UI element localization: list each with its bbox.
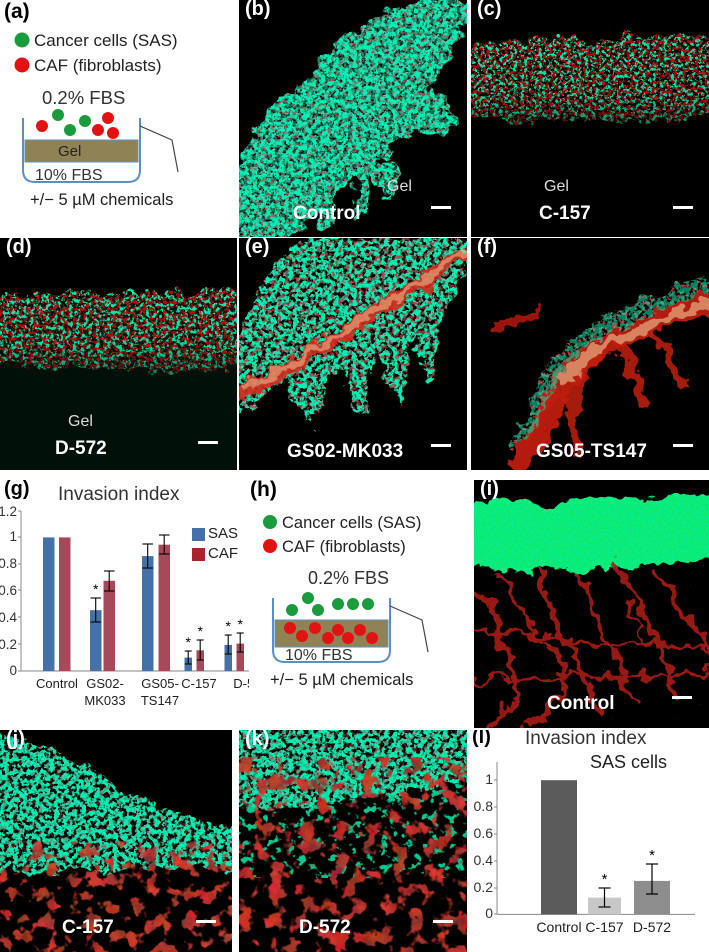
svg-text:Control: Control <box>536 919 581 935</box>
svg-text:+/− 5 µM chemicals: +/− 5 µM chemicals <box>270 671 413 689</box>
svg-text:0.2% FBS: 0.2% FBS <box>42 87 125 108</box>
svg-text:0.6: 0.6 <box>474 825 494 841</box>
svg-text:D-572: D-572 <box>633 919 671 935</box>
svg-text:1: 1 <box>9 529 17 544</box>
svg-text:1.2: 1.2 <box>0 504 17 519</box>
svg-text:*: * <box>237 616 243 632</box>
svg-text:*: * <box>225 618 231 634</box>
svg-text:Gel: Gel <box>58 143 81 160</box>
svg-text:CAF (fibroblasts): CAF (fibroblasts) <box>282 538 406 556</box>
svg-text:Cancer cells (SAS): Cancer cells (SAS) <box>34 31 178 50</box>
svg-text:TS147: TS147 <box>141 693 179 708</box>
svg-text:CAF (fibroblasts): CAF (fibroblasts) <box>34 56 162 75</box>
svg-text:*: * <box>602 871 608 888</box>
svg-text:0.2% FBS: 0.2% FBS <box>308 568 389 588</box>
svg-text:1: 1 <box>485 771 493 787</box>
svg-text:10% FBS: 10% FBS <box>285 647 353 664</box>
svg-text:Control: Control <box>36 676 78 691</box>
svg-text:0.8: 0.8 <box>0 556 17 571</box>
svg-text:0.4: 0.4 <box>0 610 17 625</box>
svg-text:*: * <box>185 634 191 650</box>
svg-text:C-157: C-157 <box>181 676 216 691</box>
svg-text:D-572: D-572 <box>233 676 249 691</box>
svg-text:0: 0 <box>9 663 17 678</box>
svg-text:0.2: 0.2 <box>0 637 17 652</box>
svg-text:C-157: C-157 <box>585 919 623 935</box>
svg-text:+/− 5 µM chemicals: +/− 5 µM chemicals <box>30 191 173 209</box>
svg-text:*: * <box>197 623 203 639</box>
svg-text:0.6: 0.6 <box>0 583 17 598</box>
svg-text:Cancer cells (SAS): Cancer cells (SAS) <box>282 514 421 532</box>
svg-text:0.8: 0.8 <box>474 798 494 814</box>
svg-text:0.2: 0.2 <box>474 879 494 895</box>
svg-text:*: * <box>649 847 655 864</box>
svg-text:0.4: 0.4 <box>474 852 494 868</box>
svg-text:GS02-: GS02- <box>86 676 124 691</box>
svg-text:*: * <box>93 581 99 597</box>
svg-text:0: 0 <box>485 905 493 921</box>
svg-text:GS05-: GS05- <box>141 676 179 691</box>
svg-text:10% FBS: 10% FBS <box>35 167 103 184</box>
svg-text:MK033: MK033 <box>84 693 125 708</box>
